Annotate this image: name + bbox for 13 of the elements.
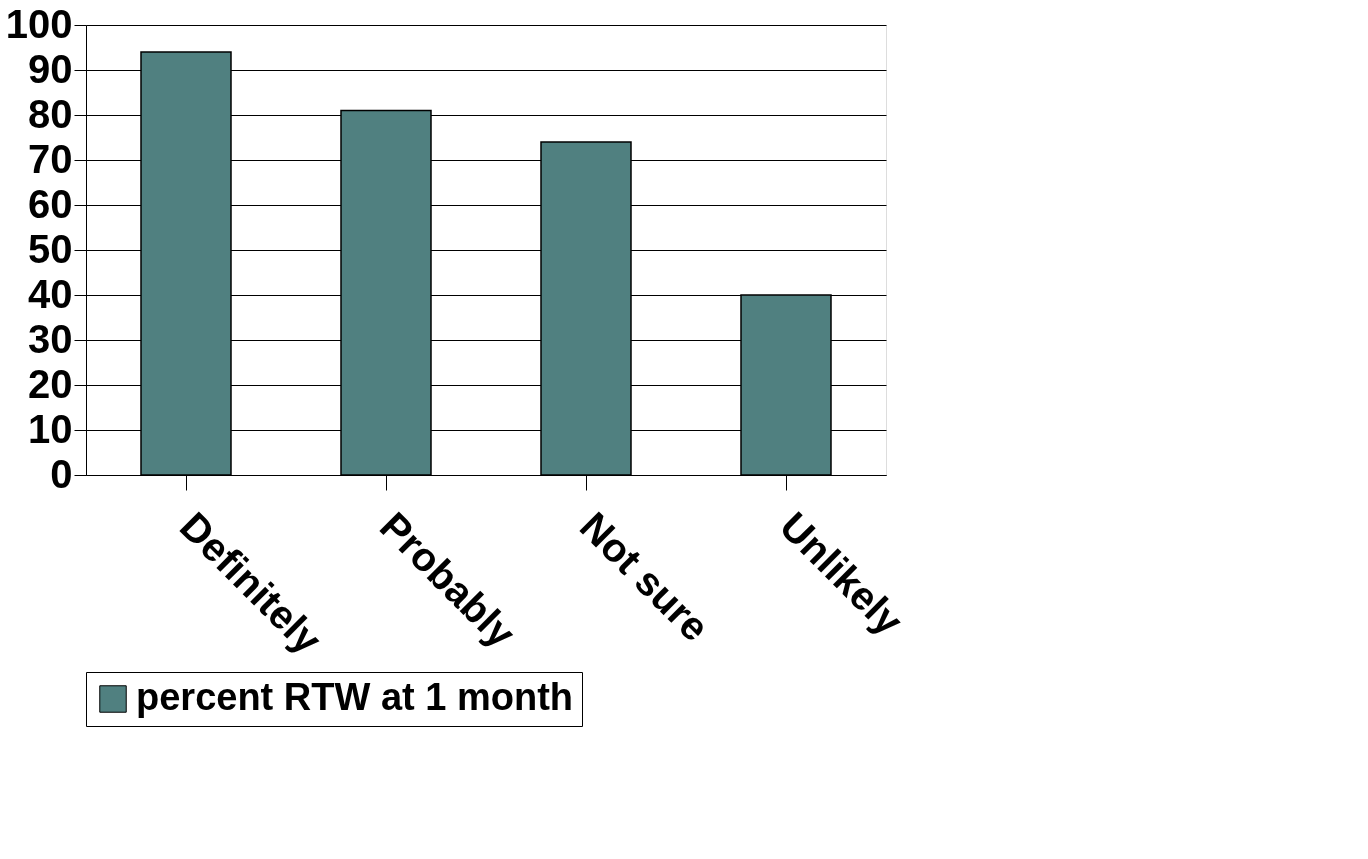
y-tick-label: 100: [5, 1, 73, 46]
y-tick-label: 60: [28, 181, 73, 226]
y-tick-label: 10: [28, 406, 73, 451]
legend-label: percent RTW at 1 month: [136, 676, 574, 718]
y-tick-label: 90: [28, 46, 73, 91]
y-tick-label: 80: [28, 91, 73, 136]
y-tick-label: 30: [28, 316, 73, 361]
y-tick-label: 50: [28, 226, 73, 271]
y-tick-label: 70: [28, 136, 73, 181]
y-tick-label: 40: [28, 271, 73, 316]
y-tick-label: 20: [28, 361, 73, 406]
y-tick-label: 0: [50, 451, 73, 496]
x-tick-label: Not sure: [571, 503, 718, 650]
